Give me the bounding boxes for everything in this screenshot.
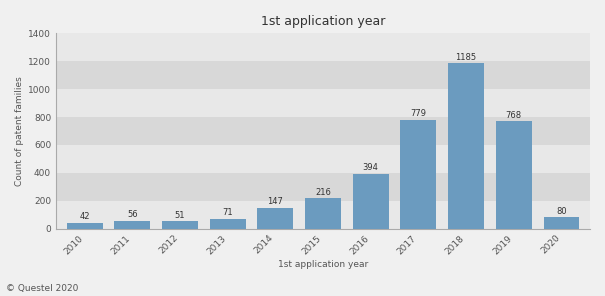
Bar [353, 174, 388, 229]
Text: 80: 80 [556, 207, 567, 216]
Y-axis label: Count of patent families: Count of patent families [15, 76, 24, 186]
Bar [162, 221, 198, 229]
Bar [496, 121, 532, 229]
Bar [448, 63, 484, 229]
Bar [56, 173, 590, 201]
Bar [56, 117, 590, 145]
Bar [56, 201, 590, 229]
Text: 1185: 1185 [456, 53, 477, 62]
Text: © Questel 2020: © Questel 2020 [6, 284, 79, 293]
Bar [305, 198, 341, 229]
Bar [543, 218, 579, 229]
Text: 51: 51 [175, 211, 185, 220]
Title: 1st application year: 1st application year [261, 15, 385, 28]
Text: 71: 71 [223, 208, 233, 217]
Text: 56: 56 [127, 210, 137, 219]
Bar [56, 33, 590, 61]
Bar [258, 208, 293, 229]
Bar [210, 219, 246, 229]
Text: 768: 768 [506, 111, 522, 120]
Bar [401, 120, 436, 229]
Text: 394: 394 [363, 163, 379, 172]
Bar [67, 223, 102, 229]
Bar [114, 221, 150, 229]
Bar [56, 145, 590, 173]
Text: 147: 147 [267, 197, 283, 206]
Text: 42: 42 [79, 212, 90, 221]
X-axis label: 1st application year: 1st application year [278, 260, 368, 269]
Bar [56, 61, 590, 89]
Bar [56, 89, 590, 117]
Text: 216: 216 [315, 188, 331, 197]
Text: 779: 779 [410, 109, 427, 118]
